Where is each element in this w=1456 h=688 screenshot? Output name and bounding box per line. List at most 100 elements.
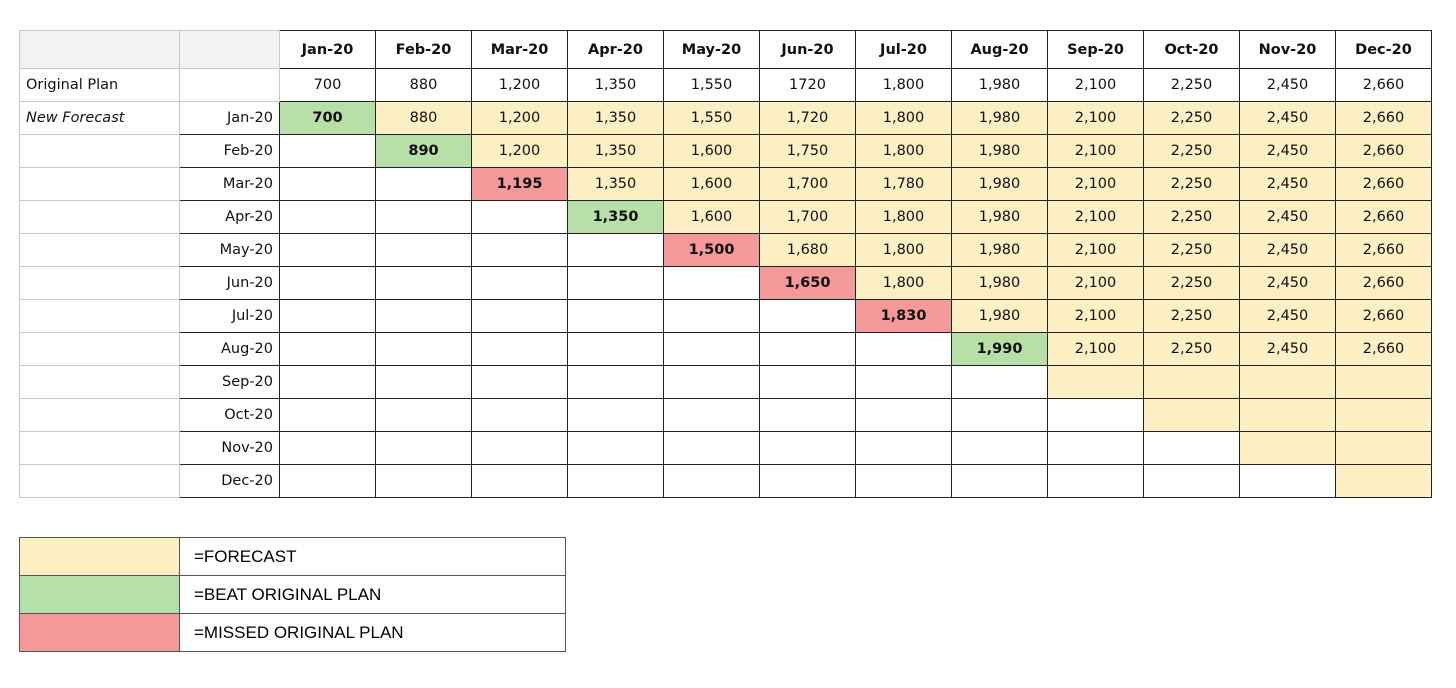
month-header: Jan-20 [279,30,376,69]
forecast-cell: 2,250 [1143,266,1240,300]
forecast-cell [1143,464,1240,498]
month-label: Sep-20 [179,365,280,399]
forecast-cell [1047,365,1144,399]
month-label: Dec-20 [179,464,280,498]
header-row: Jan-20 Feb-20 Mar-20 Apr-20 May-20 Jun-20 Jul-… [19,30,1432,69]
forecast-cell [663,332,760,366]
forecast-cell: 2,250 [1143,134,1240,168]
forecast-cell [375,464,472,498]
forecast-cell [375,167,472,201]
forecast-cell [663,431,760,465]
forecast-cell [759,464,856,498]
forecast-cell: 2,100 [1047,200,1144,234]
legend-swatch [19,575,180,614]
forecast-cell [1047,398,1144,432]
forecast-cell: 2,660 [1335,299,1432,333]
month-header: Jun-20 [759,30,856,69]
plan-cell: 1,200 [471,68,568,102]
forecast-cell [1239,464,1336,498]
forecast-cell [279,398,376,432]
forecast-cell [567,299,664,333]
month-label: Feb-20 [179,134,280,168]
forecast-cell: 2,450 [1239,299,1336,333]
forecast-cell: 2,100 [1047,299,1144,333]
forecast-cell: 1,800 [855,200,952,234]
forecast-cell: 1,980 [951,266,1048,300]
forecast-cell [375,200,472,234]
header-cell [179,30,280,69]
month-label: Jul-20 [179,299,280,333]
forecast-cell [855,431,952,465]
forecast-cell [471,200,568,234]
forecast-cell [375,365,472,399]
forecast-cell [951,365,1048,399]
forecast-cell: 1,600 [663,200,760,234]
forecast-cell [759,332,856,366]
forecast-cell [951,398,1048,432]
forecast-cell: 2,100 [1047,332,1144,366]
plan-cell: 2,250 [1143,68,1240,102]
forecast-cell [375,332,472,366]
forecast-cell: 1,800 [855,134,952,168]
row-label [19,167,180,201]
forecast-cell: 2,660 [1335,167,1432,201]
forecast-cell [471,299,568,333]
month-label: Nov-20 [179,431,280,465]
plan-cell: 1,800 [855,68,952,102]
forecast-cell: 2,660 [1335,134,1432,168]
forecast-cell [855,365,952,399]
forecast-cell [1335,365,1432,399]
forecast-cell [567,266,664,300]
row-label [19,233,180,267]
row-label [19,365,180,399]
forecast-cell [471,233,568,267]
header-cell [19,30,180,69]
forecast-cell: 2,450 [1239,233,1336,267]
forecast-cell [759,365,856,399]
forecast-cell [567,431,664,465]
forecast-cell: 1,500 [663,233,760,267]
original-plan-row: Original Plan 700 880 1,200 1,350 1,550 1720 1,… [19,68,1432,102]
forecast-cell: 1,980 [951,167,1048,201]
month-header: Jul-20 [855,30,952,69]
plan-cell: 2,660 [1335,68,1432,102]
forecast-cell [279,167,376,201]
legend-label: =BEAT ORIGINAL PLAN [179,575,566,614]
forecast-row: Apr-20 1,350 1,600 1,700 1,800 1,980 2,100 2,25… [19,200,1432,234]
forecast-cell [1047,464,1144,498]
forecast-cell: 2,250 [1143,101,1240,135]
forecast-cell: 2,450 [1239,101,1336,135]
forecast-cell [759,398,856,432]
forecast-cell: 1,980 [951,134,1048,168]
forecast-cell: 2,250 [1143,233,1240,267]
forecast-cell: 1,200 [471,134,568,168]
forecast-cell: 2,250 [1143,200,1240,234]
forecast-cell [1335,398,1432,432]
month-label: Jan-20 [179,101,280,135]
forecast-cell [279,200,376,234]
forecast-cell [759,431,856,465]
forecast-row: New Forecast Jan-20 700 880 1,200 1,350 1,550 1… [19,101,1432,135]
row-label [19,134,180,168]
forecast-row: Sep-20 [19,365,1432,399]
plan-cell: 700 [279,68,376,102]
forecast-cell: 1,700 [759,167,856,201]
plan-cell: 1720 [759,68,856,102]
legend-swatch [19,613,180,652]
legend-row: =MISSED ORIGINAL PLAN [19,613,566,652]
forecast-cell [1335,464,1432,498]
cell [179,68,280,102]
month-header: May-20 [663,30,760,69]
forecast-cell: 890 [375,134,472,168]
row-label: Original Plan [19,68,180,102]
forecast-cell: 2,100 [1047,233,1144,267]
forecast-cell: 1,800 [855,266,952,300]
forecast-cell: 1,350 [567,200,664,234]
forecast-cell: 1,350 [567,167,664,201]
legend-label: =MISSED ORIGINAL PLAN [179,613,566,652]
legend-label: =FORECAST [179,537,566,576]
forecast-row: Jul-20 1,830 1,980 2,100 2,250 2,450 2,660 [19,299,1432,333]
forecast-row: Mar-20 1,195 1,350 1,600 1,700 1,780 1,980 2,10… [19,167,1432,201]
forecast-cell: 2,660 [1335,101,1432,135]
